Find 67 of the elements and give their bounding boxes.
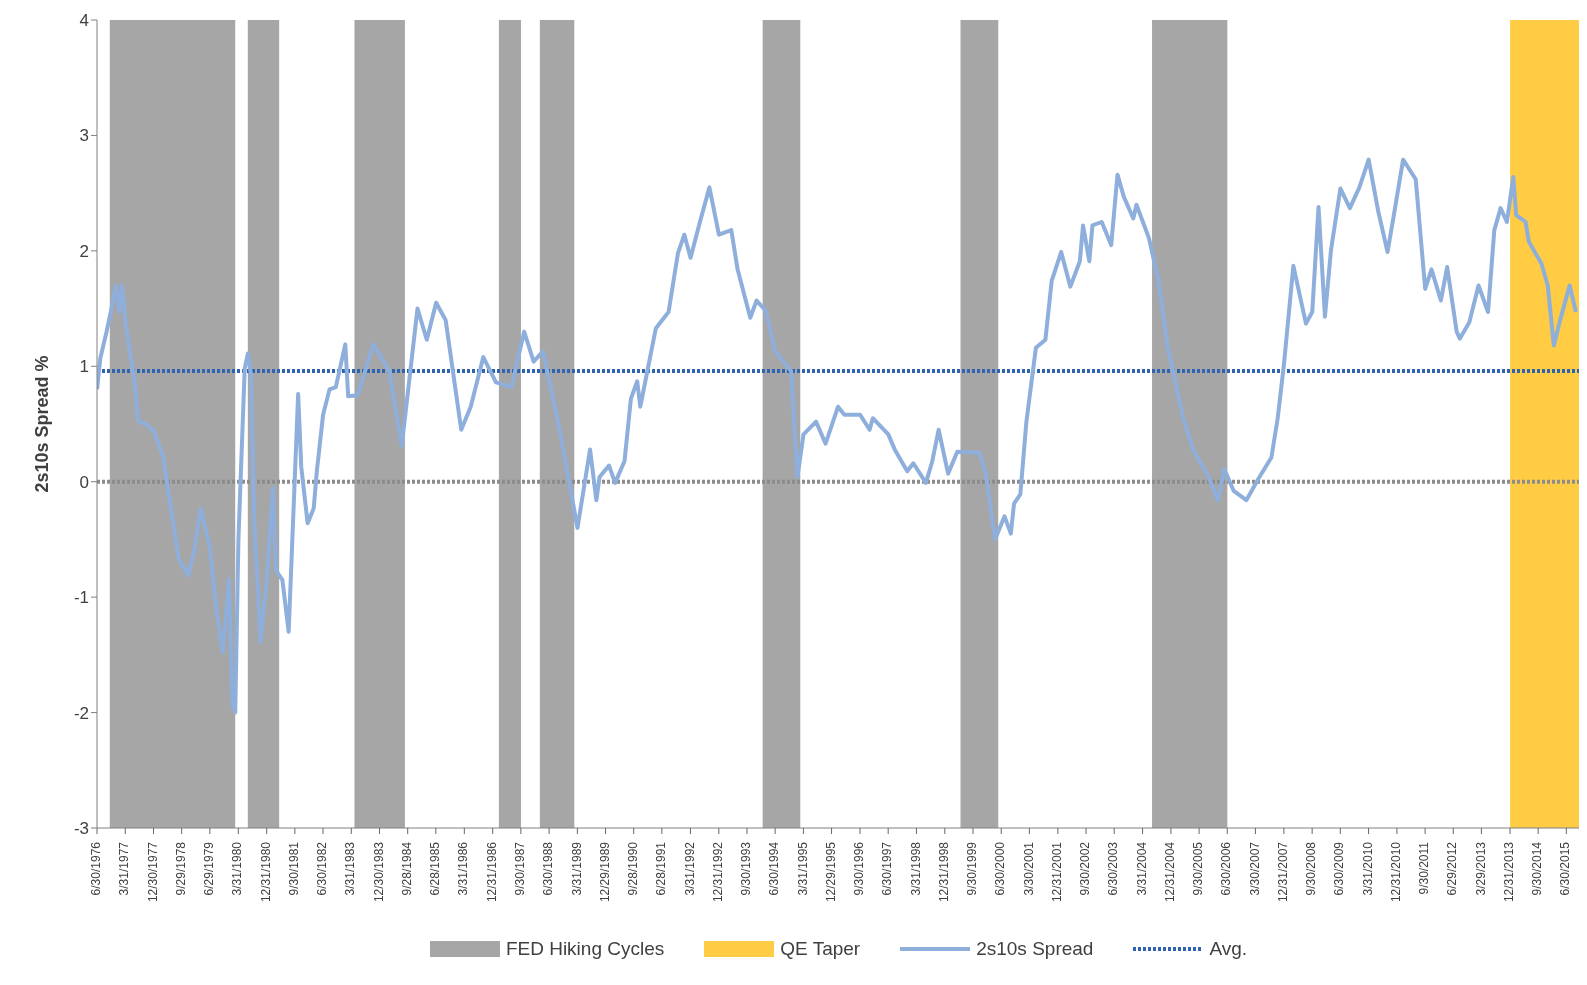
x-tick-label: 12/29/1989 <box>597 841 612 903</box>
x-tick-label: 9/30/1996 <box>852 841 867 896</box>
x-tick-label: 3/31/1992 <box>682 841 697 896</box>
line-series <box>97 157 1578 715</box>
y-tick-label: 2 <box>79 241 89 261</box>
x-tick-label: 9/30/2011 <box>1417 841 1432 895</box>
x-tick-label: 3/31/1977 <box>117 841 132 896</box>
x-tick-label: 12/31/1998 <box>936 841 951 903</box>
x-tick-label: 6/29/1979 <box>202 841 217 896</box>
x-tick-label: 6/30/2006 <box>1219 841 1234 896</box>
x-tick-label: 3/31/1989 <box>569 841 584 896</box>
x-tick-label: 3/31/1998 <box>908 841 923 896</box>
x-tick-label: 12/31/1986 <box>484 841 499 903</box>
x-tick-label: 6/30/2003 <box>1106 841 1121 896</box>
x-tick-label: 3/31/2010 <box>1360 841 1375 896</box>
x-tick-label: 3/30/2001 <box>1021 841 1036 896</box>
x-tick-label: 6/30/2015 <box>1558 841 1573 896</box>
legend-label: QE Taper <box>780 938 861 960</box>
y-tick-label: 4 <box>79 11 89 31</box>
x-tick-label: 6/30/1982 <box>315 841 330 896</box>
x-tick-label: 6/30/1988 <box>541 841 556 896</box>
y-tick-label: 0 <box>79 472 89 492</box>
legend-label: Avg. <box>1209 938 1248 960</box>
x-tick-label: 9/30/2002 <box>1078 841 1093 896</box>
x-tick-label: 12/31/2004 <box>1163 841 1178 903</box>
x-tick-label: 12/31/1992 <box>710 841 725 903</box>
x-tick-label: 3/31/2004 <box>1134 841 1149 896</box>
x-tick-label: 6/30/2000 <box>993 841 1008 896</box>
x-tick-label: 6/30/1994 <box>767 841 782 896</box>
x-tick-label: 6/30/1976 <box>89 841 104 896</box>
x-tick-label: 12/31/2007 <box>1276 841 1291 903</box>
y-tick-label: -3 <box>73 819 89 839</box>
x-tick-label: 3/31/1983 <box>343 841 358 896</box>
x-tick-label: 12/29/1995 <box>823 841 838 903</box>
x-tick-label: 12/31/1980 <box>258 841 273 903</box>
x-tick-label: 12/30/1983 <box>371 841 386 903</box>
x-tick-label: 9/28/1984 <box>399 841 414 896</box>
x-tick-label: 9/30/2005 <box>1191 841 1206 896</box>
y-axis-title: 2s10s Spread % <box>32 355 53 493</box>
x-tick-label: 9/30/1987 <box>513 841 528 896</box>
x-tick-label: 3/30/2007 <box>1247 841 1262 896</box>
legend-label: 2s10s Spread <box>976 938 1094 960</box>
y-tick-label: 1 <box>79 357 89 377</box>
x-tick-label: 12/31/2010 <box>1389 841 1404 903</box>
x-tick-label: 6/28/1985 <box>428 841 443 896</box>
y-tick-label: -2 <box>73 703 89 723</box>
x-tick-label: 9/30/2014 <box>1530 841 1545 896</box>
x-tick-label: 3/31/1980 <box>230 841 245 896</box>
x-tick-label: 9/29/1978 <box>173 841 188 896</box>
x-tick-label: 6/29/2012 <box>1445 841 1460 896</box>
x-tick-label: 12/31/2013 <box>1502 841 1517 903</box>
x-tick-label: 12/30/1977 <box>145 841 160 903</box>
legend-label: FED Hiking Cycles <box>505 938 665 960</box>
x-tick-label: 9/28/1990 <box>625 841 640 896</box>
x-tick-label: 6/30/1997 <box>880 841 895 896</box>
x-tick-label: 3/31/1986 <box>456 841 471 896</box>
x-tick-label: 6/30/2009 <box>1332 841 1347 896</box>
y-tick-label: 3 <box>79 126 89 146</box>
x-tick-label: 9/30/1993 <box>739 841 754 896</box>
x-tick-label: 9/30/1999 <box>965 841 980 896</box>
y-tick-label: -1 <box>73 588 89 608</box>
x-tick-label: 6/28/1991 <box>654 841 669 896</box>
x-tick-label: 9/30/2008 <box>1304 841 1319 896</box>
x-tick-label: 9/30/1981 <box>287 841 302 896</box>
x-tick-label: 3/31/1995 <box>795 841 810 896</box>
x-tick-label: 3/29/2013 <box>1473 841 1488 896</box>
x-tick-label: 12/31/2001 <box>1050 841 1065 903</box>
